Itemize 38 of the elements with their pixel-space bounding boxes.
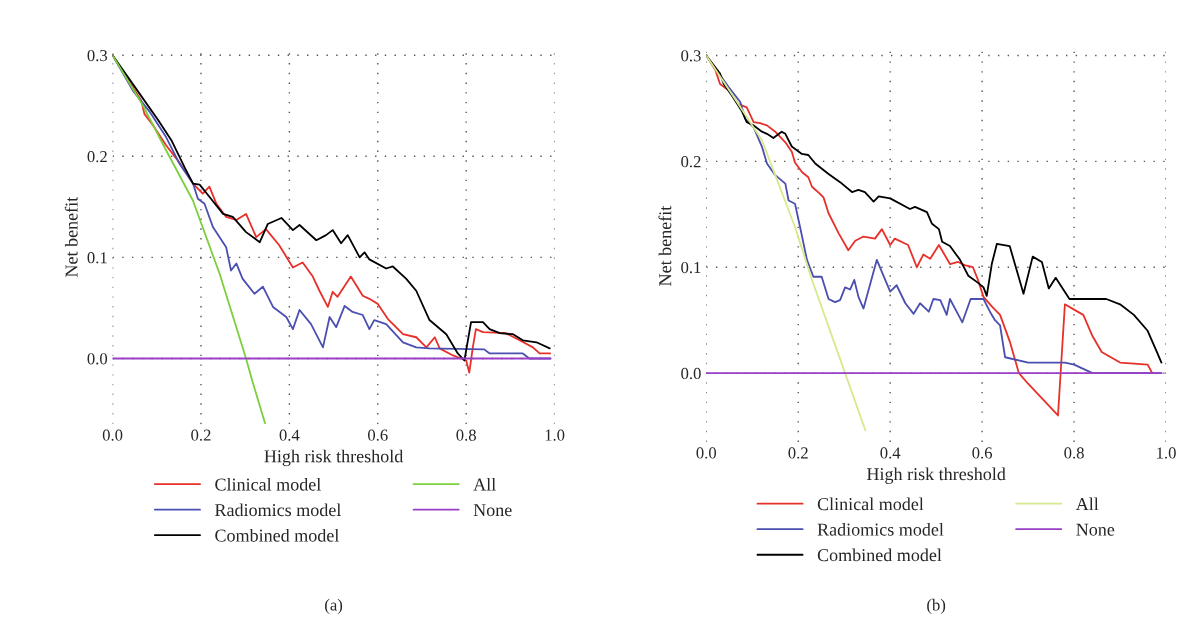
x-axis-title: High risk threshold <box>866 467 1006 484</box>
x-tick-label: 1.0 <box>1157 447 1176 459</box>
x-tick-label: 0.6 <box>368 429 388 441</box>
y-axis-title: Net benefit <box>64 196 78 278</box>
legend-label: All <box>473 477 496 491</box>
y-axis-title: Net benefit <box>658 205 672 286</box>
legend-label: Combined model <box>215 528 339 542</box>
legend-label: Clinical model <box>817 497 924 511</box>
y-tick-label: 0.2 <box>87 151 107 163</box>
legend-label: None <box>473 504 512 517</box>
legend-label: None <box>1076 523 1115 536</box>
x-tick-label: 0.2 <box>788 447 808 459</box>
y-tick-label: 0.0 <box>681 367 701 380</box>
text: (a) <box>325 598 343 614</box>
y-tick-label: 0.1 <box>87 252 107 264</box>
x-tick-label: 0.4 <box>880 447 901 459</box>
y-tick-label: 0.2 <box>681 156 701 168</box>
legend-label: All <box>1075 497 1099 511</box>
legend-label: Combined model <box>817 548 942 562</box>
line-series <box>706 54 867 432</box>
y-tick-label: 0.3 <box>87 49 108 62</box>
x-axis-title: High risk threshold <box>264 449 404 467</box>
legend-label: Radiomics model <box>817 523 944 536</box>
x-tick-label: 0.6 <box>972 447 993 459</box>
x-tick-label: 0.0 <box>696 447 717 459</box>
x-tick-label: 0.0 <box>102 429 123 441</box>
y-tick-label: 0.1 <box>681 261 701 274</box>
x-tick-label: 0.4 <box>279 429 300 441</box>
x-tick-label: 0.8 <box>1064 447 1084 459</box>
y-tick-label: 0.0 <box>87 353 108 365</box>
legend-label: Clinical model <box>215 477 321 491</box>
text: (b) <box>927 598 946 614</box>
x-tick-label: 1.0 <box>545 429 565 441</box>
legend-label: Radiomics model <box>214 503 341 517</box>
line-series <box>112 54 266 425</box>
y-tick-label: 0.3 <box>681 50 701 62</box>
x-tick-label: 0.2 <box>191 429 211 441</box>
x-tick-label: 0.8 <box>456 429 476 441</box>
